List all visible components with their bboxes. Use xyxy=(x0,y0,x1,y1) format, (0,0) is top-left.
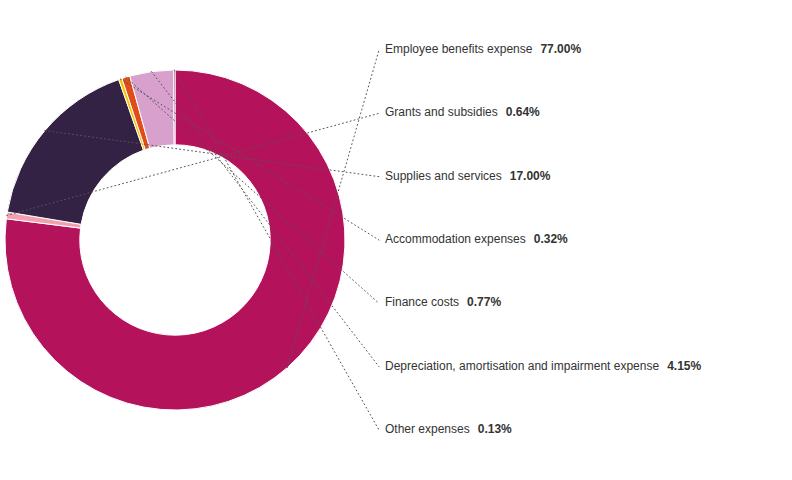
category-label: Supplies and services xyxy=(385,169,502,183)
data-label: 77.00% xyxy=(540,42,581,56)
category-label: Finance costs xyxy=(385,296,459,310)
connector xyxy=(287,50,379,367)
data-label: 4.15% xyxy=(667,359,701,373)
connector xyxy=(174,70,379,430)
data-label: 0.32% xyxy=(534,232,568,246)
slice-label: Grants and subsidies 0.64% xyxy=(385,106,540,120)
category-label: Employee benefits expense xyxy=(385,42,533,56)
connector xyxy=(7,113,379,215)
connector xyxy=(126,77,379,303)
connector xyxy=(152,72,379,367)
data-label: 0.77% xyxy=(467,296,501,310)
slice xyxy=(7,80,143,225)
category-label: Depreciation, amortisation and impairmen… xyxy=(385,359,659,373)
slice-label: Finance costs 0.77% xyxy=(385,296,501,310)
connector xyxy=(120,79,379,240)
category-label: Other expenses xyxy=(385,422,470,436)
slice xyxy=(130,70,174,148)
pie-group xyxy=(5,70,345,410)
slice-label: Accommodation expenses 0.32% xyxy=(385,232,568,246)
slice xyxy=(174,70,175,145)
data-label: 17.00% xyxy=(510,169,551,183)
chart-svg: Employee benefits expense 77.00% Grants an… xyxy=(0,0,792,480)
slice-label: Supplies and services 17.00% xyxy=(385,169,551,183)
data-label: 0.64% xyxy=(506,106,540,120)
labels: Employee benefits expense 77.00% Grants an… xyxy=(385,42,702,436)
slice xyxy=(5,70,345,410)
category-label: Accommodation expenses xyxy=(385,232,526,246)
slice-label: Employee benefits expense 77.00% xyxy=(385,42,581,56)
data-label: 0.13% xyxy=(478,422,512,436)
connector xyxy=(45,131,379,177)
slice-label: Depreciation, amortisation and impairmen… xyxy=(385,359,702,373)
slice-label: Other expenses 0.13% xyxy=(385,422,512,436)
category-label: Grants and subsidies xyxy=(385,106,498,120)
connectors xyxy=(7,50,379,430)
